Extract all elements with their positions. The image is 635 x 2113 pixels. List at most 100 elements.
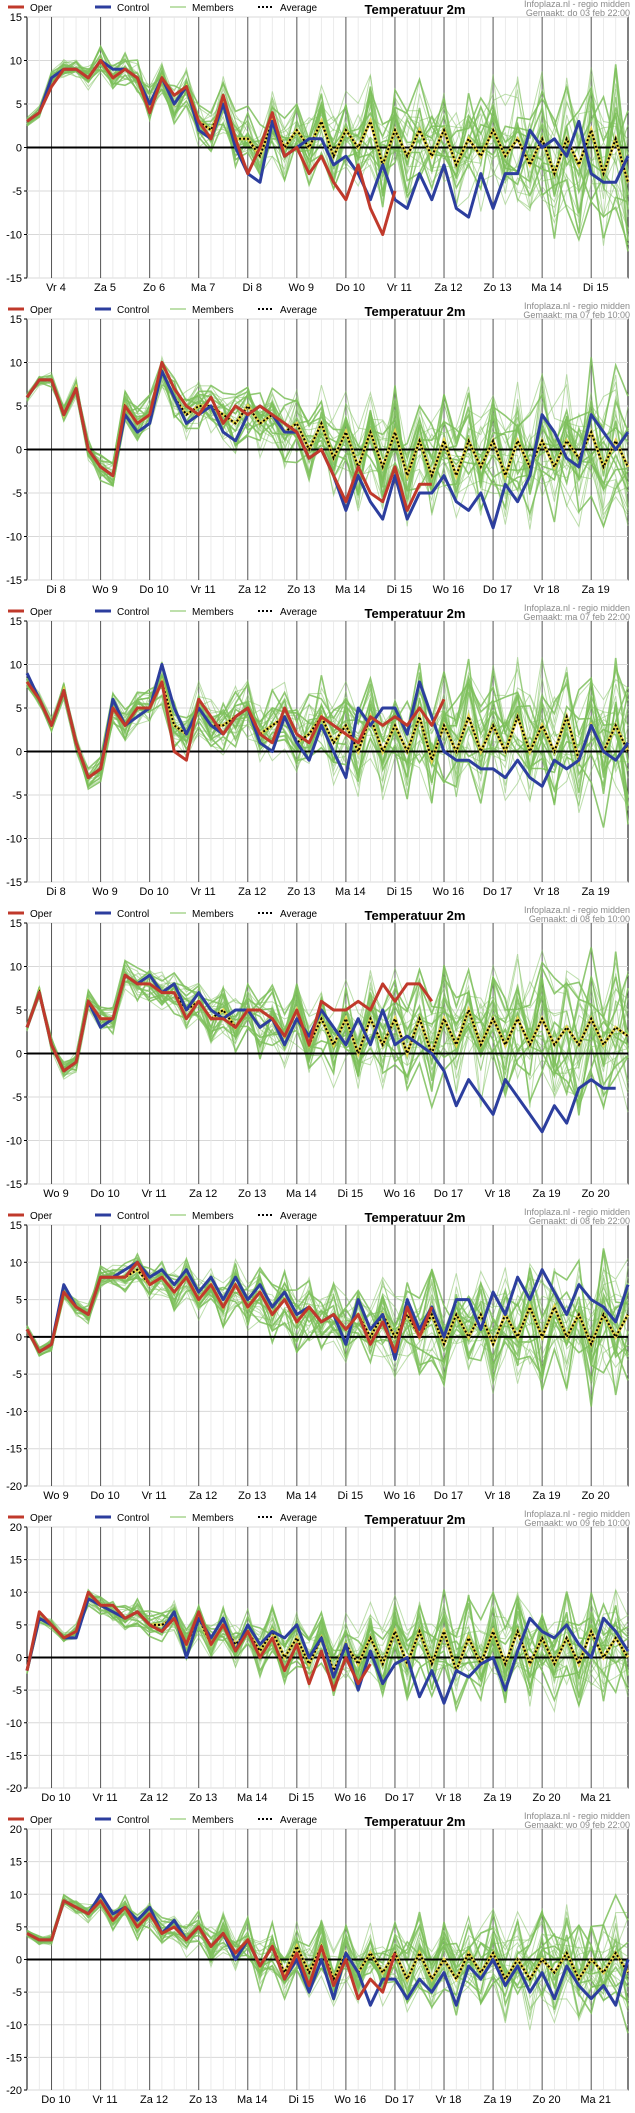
y-tick-label: -5	[12, 1092, 22, 1104]
made-timestamp: Gemaakt: wo 09 feb 10:00	[524, 1518, 630, 1528]
chart-title: Temperatuur 2m	[365, 606, 466, 621]
y-tick-label: 20	[10, 1522, 22, 1534]
x-tick-label: Do 10	[41, 2094, 70, 2106]
y-tick-label: -20	[6, 1481, 22, 1493]
x-tick-label: Di 15	[338, 1490, 364, 1502]
member-series-line	[26, 658, 629, 825]
x-tick-label: Wo 16	[335, 1792, 367, 1804]
plot-area	[26, 1224, 629, 1487]
member-series-line	[26, 63, 629, 210]
x-tick-label: Do 17	[483, 886, 512, 898]
legend-members-label: Members	[192, 909, 234, 920]
source-label: Infoplaza.nl - regio midden	[524, 302, 630, 311]
y-tick-label: 0	[16, 143, 22, 155]
member-series-line	[26, 66, 629, 229]
oper-series-line	[25, 1260, 434, 1354]
x-tick-label: Ma 14	[237, 1792, 268, 1804]
member-series-line	[26, 1256, 629, 1381]
x-tick-label: Vr 11	[142, 1490, 167, 1502]
y-tick-label: -15	[6, 1444, 22, 1456]
temperature-chart-panel: 15 10 5 0 -5 -10 -15 Di 8 Wo 9 Do 10 Vr 11 Za 12 Zo …	[0, 302, 635, 602]
legend-average-label: Average	[280, 1211, 318, 1222]
y-tick-label: -5	[12, 1369, 22, 1381]
y-tick-label: -5	[12, 1685, 22, 1697]
oper-series-line	[26, 1899, 397, 2001]
x-tick-label: Ma 7	[191, 282, 215, 294]
temperature-chart: 15 10 5 0 -5 -10 -15 Vr 4 Za 5 Zo 6 Ma 7 Di 8 Wo 9 Do…	[6, 0, 630, 294]
made-timestamp: Gemaakt: di 08 feb 10:00	[529, 914, 630, 924]
x-tick-label: Do 10	[336, 282, 365, 294]
x-tick-label: Wo 9	[43, 1490, 68, 1502]
average-series-line	[26, 58, 629, 183]
legend-oper-label: Oper	[30, 1815, 53, 1826]
x-tick-label: Do 17	[434, 1490, 463, 1502]
chart-title: Temperatuur 2m	[365, 1814, 466, 1829]
x-tick-label: Ma 14	[335, 584, 366, 596]
y-tick-label: -20	[6, 1783, 22, 1795]
temperature-chart-panel: 15 10 5 0 -5 -10 -15 Di 8 Wo 9 Do 10 Vr 11 Za 12 Zo …	[0, 604, 635, 904]
legend-members-label: Members	[192, 1513, 234, 1524]
x-tick-label: Wo 9	[92, 886, 117, 898]
x-tick-label: Vr 4	[46, 282, 66, 294]
y-tick-label: 10	[10, 358, 22, 370]
y-tick-label: 15	[10, 616, 22, 628]
y-tick-label: 20	[10, 1824, 22, 1836]
y-tick-label: -15	[6, 2052, 22, 2064]
x-tick-label: Vr 11	[387, 282, 412, 294]
x-tick-label: Vr 11	[93, 2094, 118, 2106]
y-tick-label: 5	[16, 1922, 22, 1934]
y-tick-label: -15	[6, 1179, 22, 1191]
x-tick-label: Vr 11	[191, 886, 216, 898]
chart-title: Temperatuur 2m	[365, 304, 466, 319]
made-timestamp: Gemaakt: do 03 feb 22:00	[526, 8, 630, 18]
legend-oper-label: Oper	[30, 305, 53, 316]
source-label: Infoplaza.nl - regio midden	[524, 1510, 630, 1519]
oper-series-line	[26, 59, 397, 236]
y-tick-label: 15	[10, 1220, 22, 1232]
y-tick-label: 0	[16, 1332, 22, 1344]
x-tick-label: Za 19	[533, 1490, 561, 1502]
y-tick-label: 10	[10, 1257, 22, 1269]
x-tick-label: Ma 14	[286, 1188, 317, 1200]
legend-average-label: Average	[280, 3, 318, 14]
legend-oper-label: Oper	[30, 1513, 53, 1524]
y-tick-label: -10	[6, 2020, 22, 2032]
y-tick-label: 5	[16, 1620, 22, 1632]
oper-series-line	[25, 361, 432, 512]
x-tick-label: Wo 16	[433, 584, 465, 596]
y-tick-label: -5	[12, 790, 22, 802]
y-tick-label: 15	[10, 314, 22, 326]
legend-average-label: Average	[280, 909, 318, 920]
x-tick-label: Zo 13	[189, 1792, 217, 1804]
temperature-chart: 15 10 5 0 -5 -10 -15 Di 8 Wo 9 Do 10 Vr 11 Za 12 Zo …	[6, 604, 630, 898]
temperature-chart-panel: 15 10 5 0 -5 -10 -15 -20 Wo 9 Do 10 Vr 11 Za 12 Zo 1…	[0, 1208, 635, 1508]
y-tick-label: -15	[6, 575, 22, 587]
member-series-line	[26, 968, 629, 1097]
y-tick-label: 5	[16, 99, 22, 111]
y-tick-label: -10	[6, 532, 22, 544]
x-tick-label: Wo 16	[433, 886, 465, 898]
x-tick-label: Do 10	[41, 1792, 70, 1804]
x-tick-label: Zo 13	[287, 886, 315, 898]
y-tick-label: 15	[10, 1857, 22, 1869]
x-tick-label: Zo 13	[238, 1490, 266, 1502]
member-series-line	[26, 1893, 629, 2002]
average-series-line	[26, 679, 629, 780]
legend-control-label: Control	[117, 1513, 149, 1524]
x-tick-label: Zo 13	[238, 1188, 266, 1200]
x-tick-label: Za 12	[140, 1792, 168, 1804]
oper-series-line	[25, 680, 446, 780]
x-tick-label: Do 10	[90, 1490, 119, 1502]
x-tick-label: Wo 9	[43, 1188, 68, 1200]
chart-title: Temperatuur 2m	[365, 1512, 466, 1527]
y-tick-label: 5	[16, 1005, 22, 1017]
x-tick-label: Ma 14	[335, 886, 366, 898]
x-tick-label: Di 15	[387, 584, 413, 596]
legend-oper-label: Oper	[30, 909, 53, 920]
legend-average-label: Average	[280, 1513, 318, 1524]
x-tick-label: Di 15	[387, 886, 413, 898]
temperature-chart-panel: 15 10 5 0 -5 -10 -15 Vr 4 Za 5 Zo 6 Ma 7 Di 8 Wo 9 Do…	[0, 0, 635, 300]
y-tick-label: 5	[16, 703, 22, 715]
x-tick-label: Za 19	[582, 886, 610, 898]
x-tick-label: Za 12	[140, 2094, 168, 2106]
